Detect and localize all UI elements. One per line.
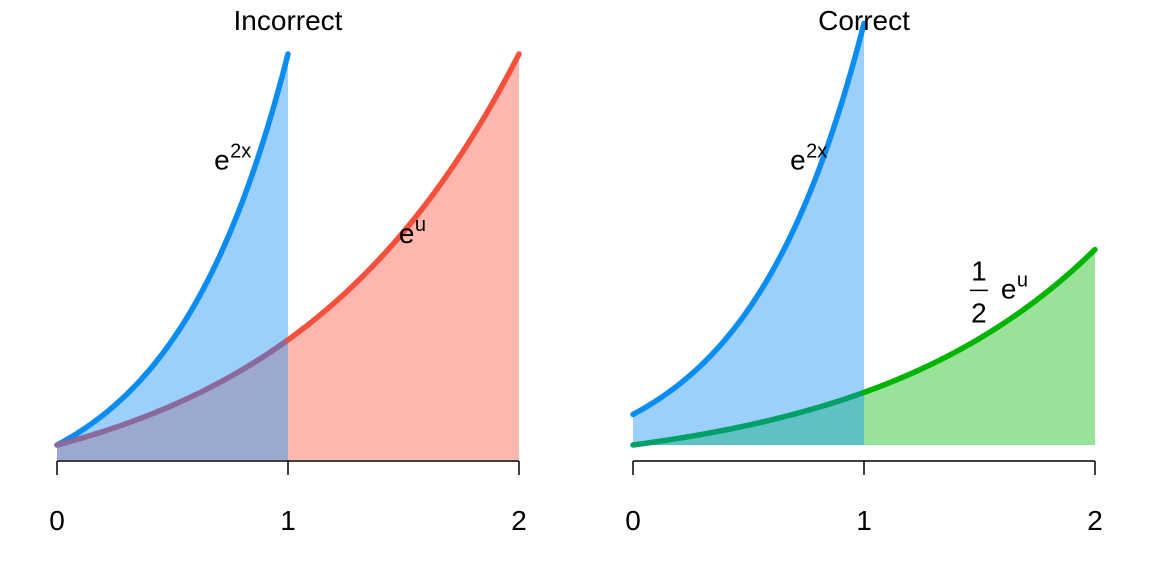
panel-correct-x-axis: 0 1 2 (625, 460, 1103, 536)
annotation-sup: u (415, 214, 426, 236)
panel-correct-lines (630, 20, 1098, 448)
annotation-fraction-num: 1 (971, 255, 987, 286)
series-area-1-0 (633, 23, 864, 446)
panel-correct-areas (633, 23, 1095, 446)
panel-incorrect-title: Incorrect (234, 5, 343, 36)
x-tick-label-1-0: 0 (625, 505, 641, 536)
series-line-1-0 (630, 20, 867, 418)
x-tick-label-1-1: 1 (856, 505, 872, 536)
annotation-sup: 2x (806, 141, 827, 163)
annotation-base: e (214, 145, 230, 176)
annotation-base: e (1001, 273, 1017, 304)
annotation-base: e (399, 218, 415, 249)
series-line-0-0 (54, 51, 291, 448)
annotation-0-0: e 2x (214, 141, 251, 176)
panel-incorrect-lines (54, 51, 522, 448)
x-tick-label-0-2: 2 (511, 505, 527, 536)
series-line-overlap-1 (630, 389, 867, 448)
x-tick-label-0-0: 0 (49, 505, 65, 536)
series-area-0-0 (57, 54, 288, 460)
annotation-sup: 2x (230, 141, 251, 163)
x-tick-label-1-2: 2 (1087, 505, 1103, 536)
series-line-1-1 (861, 246, 1098, 396)
annotation-1-1: 1 2e u (969, 255, 1028, 328)
series-line-0-1 (285, 51, 522, 343)
overlap-area-1 (633, 392, 864, 445)
annotation-base: e (790, 145, 806, 176)
panel-incorrect-x-axis: 0 1 2 (49, 460, 527, 536)
panel-incorrect-annotations: e 2xe u (214, 141, 426, 249)
panel-incorrect-areas (57, 54, 519, 460)
annotation-sup: u (1017, 269, 1028, 291)
annotation-fraction-den: 2 (971, 297, 987, 328)
panel-correct-title: Correct (818, 5, 910, 36)
x-tick-label-0-1: 1 (280, 505, 296, 536)
series-area-1-1 (864, 249, 1095, 445)
annotation-1-0: e 2x (790, 141, 827, 176)
series-line-overlap-0 (54, 337, 291, 448)
